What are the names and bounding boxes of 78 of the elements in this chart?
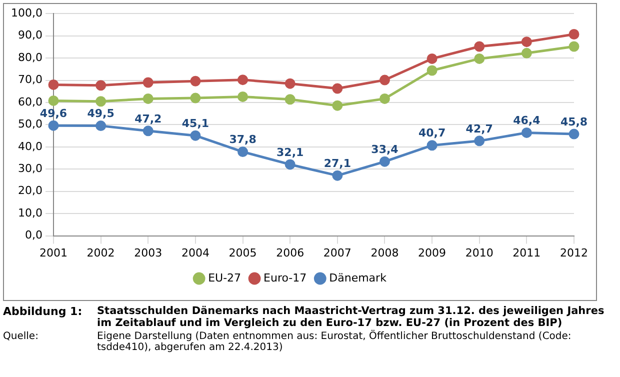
x-tick-label: 2005 xyxy=(228,246,257,260)
point xyxy=(284,159,296,170)
point xyxy=(332,100,343,111)
point xyxy=(426,140,438,151)
point xyxy=(142,77,154,88)
data-label: 27,1 xyxy=(324,156,351,170)
point xyxy=(426,53,438,64)
y-tick-label: 10,0 xyxy=(18,206,42,220)
point xyxy=(238,74,248,86)
y-tick-label: 30,0 xyxy=(18,162,42,175)
point xyxy=(332,83,343,94)
data-label: 49,6 xyxy=(40,106,68,120)
y-tick-label: 60,0 xyxy=(18,95,42,108)
point xyxy=(96,120,106,132)
legend-label: EU-27 xyxy=(208,271,242,284)
point xyxy=(190,76,201,86)
x-tick-label: 2002 xyxy=(86,246,115,260)
y-tick-label: 80,0 xyxy=(18,50,42,64)
data-label: 45,1 xyxy=(182,116,210,130)
point xyxy=(96,96,106,107)
point xyxy=(379,93,390,104)
point xyxy=(190,130,201,141)
y-tick-label: 90,0 xyxy=(18,28,42,42)
point xyxy=(238,91,248,102)
data-label: 49,5 xyxy=(87,107,114,120)
point xyxy=(568,29,580,40)
x-tick-label: 2011 xyxy=(512,246,541,260)
point xyxy=(379,156,390,167)
point xyxy=(48,95,59,106)
point xyxy=(332,170,343,181)
x-tick-label: 2008 xyxy=(370,246,399,260)
text: Staatsschulden Dänemarks nach Maastricht-Vertrag zum 31.12. des jeweiligen Jahres im Zeitablauf und im Vergleich zu den Euro-17 bzw. EU-27 (in Prozent des BIP) xyxy=(97,305,606,329)
x-tick-label: 2009 xyxy=(418,246,446,260)
point xyxy=(474,53,485,64)
x-tick-label: 2007 xyxy=(323,246,352,260)
point xyxy=(474,136,485,146)
x-tick-label: 2006 xyxy=(276,246,304,260)
point xyxy=(142,126,154,136)
point xyxy=(96,80,106,91)
x-tick-label: 2004 xyxy=(181,246,210,260)
point xyxy=(284,94,296,105)
point xyxy=(521,36,532,48)
data-label: 32,1 xyxy=(276,146,304,159)
source-note: Quelle: xyxy=(3,331,40,344)
point xyxy=(238,146,248,158)
point xyxy=(142,93,154,104)
point xyxy=(568,128,580,140)
data-label: 40,7 xyxy=(418,126,446,140)
x-tick-label: 2010 xyxy=(465,246,494,260)
y-tick-label: 100,0 xyxy=(10,6,42,20)
legend-label: Euro-17 xyxy=(264,271,307,284)
data-label: 33,4 xyxy=(371,142,399,156)
y-tick-label: 50,0 xyxy=(18,118,42,131)
data-label: 45,8 xyxy=(560,115,588,128)
point xyxy=(48,79,59,90)
y-tick-label: 0,0 xyxy=(24,228,42,242)
point xyxy=(568,41,580,52)
y-tick-label: 70,0 xyxy=(18,73,42,86)
text: Eigene Darstellung (Daten entnommen aus: Eurostat, Öffentlicher Bruttoschuldenstand (Code: tsdde410), abgerufen am 22.4.2013) xyxy=(97,331,572,353)
point xyxy=(521,127,532,138)
x-tick-label: 2003 xyxy=(134,246,162,260)
point xyxy=(474,41,485,52)
point xyxy=(284,78,296,89)
point xyxy=(48,120,59,131)
point xyxy=(521,48,532,58)
text: Abbildung 1: xyxy=(3,305,84,320)
data-label: 37,8 xyxy=(229,133,256,146)
x-tick-label: 2001 xyxy=(39,246,68,260)
point xyxy=(379,74,390,86)
data-label: 42,7 xyxy=(466,122,493,136)
point xyxy=(426,65,438,76)
y-tick-label: 20,0 xyxy=(18,184,42,198)
data-label: 47,2 xyxy=(134,112,162,126)
legend-label: Dänemark xyxy=(329,271,388,284)
data-label: 46,4 xyxy=(513,114,541,128)
x-tick-label: 2012 xyxy=(560,246,588,260)
y-tick-label: 40,0 xyxy=(18,140,42,153)
point xyxy=(190,92,201,104)
